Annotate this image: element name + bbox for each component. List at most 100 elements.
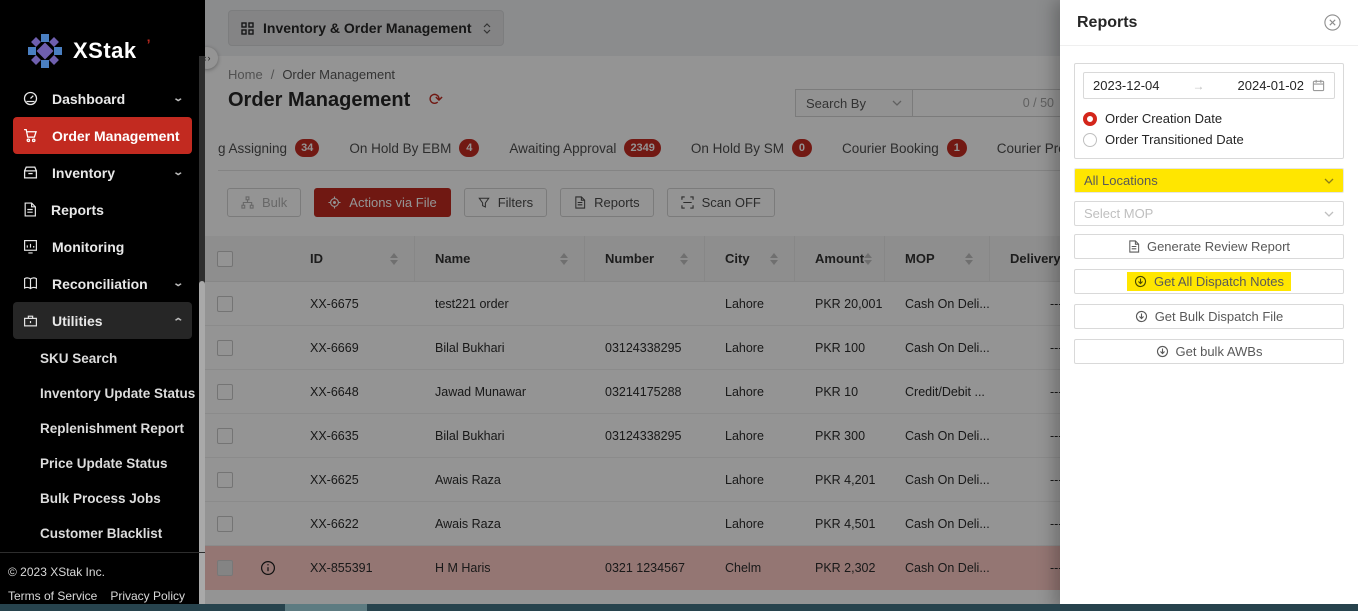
- row-id: XX-6648: [310, 384, 359, 399]
- tab-badge: 0: [791, 139, 812, 157]
- tab-badge: 34: [295, 139, 320, 157]
- column-header-id[interactable]: ID: [290, 236, 415, 281]
- tab-courier-booking[interactable]: Courier Booking 1: [842, 139, 967, 170]
- terms-link[interactable]: Terms of Service: [8, 589, 98, 603]
- sidebar-item-order-management[interactable]: Order Management: [13, 117, 192, 154]
- close-icon[interactable]: [1324, 14, 1341, 31]
- generate-review-report-button[interactable]: Generate Review Report: [1074, 234, 1344, 259]
- tab-on-hold-by-ebm[interactable]: On Hold By EBM 4: [349, 139, 480, 170]
- download-icon: [1156, 345, 1168, 358]
- sort-icon: [864, 252, 873, 265]
- breadcrumb-home[interactable]: Home: [228, 67, 263, 82]
- range-arrow-icon: →: [1192, 78, 1205, 93]
- get-bulk-dispatch-file-button[interactable]: Get Bulk Dispatch File: [1074, 304, 1344, 329]
- radio-unselected-icon: [1083, 132, 1097, 147]
- sidebar-scrollbar-thumb[interactable]: [199, 281, 205, 611]
- breadcrumb-current: Order Management: [282, 67, 396, 82]
- row-delivery-date: ---: [1050, 561, 1063, 575]
- row-checkbox[interactable]: [217, 427, 233, 444]
- row-checkbox[interactable]: [217, 515, 233, 532]
- column-header-amount[interactable]: Amount: [795, 236, 885, 281]
- select-all-checkbox[interactable]: [217, 250, 233, 267]
- sidebar-item-customer-blacklist[interactable]: Customer Blacklist: [40, 526, 163, 541]
- row-delivery-date: ---: [1050, 472, 1063, 487]
- refresh-icon[interactable]: ⟳: [428, 90, 443, 109]
- reports-button[interactable]: Reports: [560, 188, 654, 217]
- column-header-city[interactable]: City: [705, 236, 795, 281]
- drawer-title: Reports: [1077, 13, 1138, 31]
- table-toolbar: Bulk Actions via File Filters Reports Sc…: [227, 188, 1358, 217]
- sidebar-scrollbar[interactable]: [199, 56, 205, 611]
- sidebar-item-price-update-status[interactable]: Price Update Status: [40, 456, 168, 471]
- chevron-down-icon: [1324, 211, 1334, 217]
- sidebar-item-sku-search[interactable]: SKU Search: [40, 351, 118, 366]
- aim-icon: [328, 196, 341, 209]
- sidebar-item-reconciliation[interactable]: Reconciliation ⌄: [13, 265, 192, 302]
- get-bulk-awbs-button[interactable]: Get bulk AWBs: [1074, 339, 1344, 364]
- row-number: 0321 1234567: [605, 561, 685, 575]
- chevron-down-icon: ⌄: [171, 278, 184, 289]
- row-checkbox[interactable]: [217, 560, 233, 576]
- sidebar-item-bulk-process-jobs[interactable]: Bulk Process Jobs: [40, 491, 161, 506]
- logo-mark: ’: [146, 36, 151, 52]
- row-mop: Cash On Deli...: [905, 561, 990, 575]
- sidebar-item-dashboard[interactable]: Dashboard ⌄: [13, 80, 192, 117]
- row-name: Bilal Bukhari: [435, 340, 505, 355]
- bulk-button[interactable]: Bulk: [227, 188, 302, 217]
- date-from[interactable]: 2023-12-04: [1093, 78, 1160, 93]
- mop-select[interactable]: Select MOP: [1074, 201, 1344, 226]
- horizontal-scrollbar[interactable]: [0, 604, 1358, 611]
- sidebar-item-utilities[interactable]: Utilities ⌄: [13, 302, 192, 339]
- horizontal-scrollbar-thumb[interactable]: [285, 604, 367, 611]
- date-range-picker[interactable]: 2023-12-04 → 2024-01-02: [1083, 72, 1335, 99]
- sidebar-item-inventory-update-status[interactable]: Inventory Update Status: [40, 386, 196, 401]
- sidebar-item-reports[interactable]: Reports: [13, 191, 192, 228]
- scan-toggle-button[interactable]: Scan OFF: [666, 188, 775, 217]
- tab-assigning[interactable]: g Assigning 34: [218, 139, 320, 170]
- radio-order-creation-date[interactable]: Order Creation Date: [1083, 108, 1335, 129]
- search-counter: 0 / 50: [1022, 96, 1054, 110]
- filters-button[interactable]: Filters: [463, 188, 548, 217]
- row-checkbox[interactable]: [217, 295, 233, 312]
- privacy-link[interactable]: Privacy Policy: [110, 589, 185, 603]
- caret-updown-icon: [483, 22, 491, 34]
- column-header-mop[interactable]: MOP: [885, 236, 990, 281]
- location-select-value: All Locations: [1084, 173, 1158, 188]
- mop-select-placeholder: Select MOP: [1084, 206, 1154, 221]
- row-mop: Cash On Deli...: [905, 516, 990, 531]
- row-name: Awais Raza: [435, 516, 501, 531]
- bulk-icon: [241, 196, 254, 209]
- tab-awaiting-approval[interactable]: Awaiting Approval 2349: [509, 139, 661, 170]
- inventory-icon: [23, 166, 38, 179]
- sidebar-item-replenishment-report[interactable]: Replenishment Report: [40, 421, 185, 436]
- get-all-dispatch-notes-button[interactable]: Get All Dispatch Notes: [1074, 269, 1344, 294]
- sort-icon: [560, 252, 568, 265]
- row-city: Lahore: [725, 384, 764, 399]
- search-input[interactable]: 0 / 50: [913, 89, 1065, 117]
- location-select[interactable]: All Locations: [1074, 168, 1344, 193]
- row-name: Bilal Bukhari: [435, 428, 505, 443]
- column-header-number[interactable]: Number: [585, 236, 705, 281]
- radio-order-transitioned-date[interactable]: Order Transitioned Date: [1083, 129, 1335, 150]
- actions-via-file-button[interactable]: Actions via File: [314, 188, 451, 217]
- row-city: Lahore: [725, 296, 764, 311]
- row-amount: PKR 4,501: [815, 516, 876, 531]
- app-switcher[interactable]: Inventory & Order Management: [228, 10, 504, 46]
- sidebar-item-monitoring[interactable]: Monitoring: [13, 228, 192, 265]
- row-amount: PKR 4,201: [815, 472, 876, 487]
- date-to[interactable]: 2024-01-02: [1237, 78, 1305, 93]
- calendar-icon: [1312, 79, 1325, 92]
- utilities-icon: [24, 315, 37, 327]
- sidebar-item-inventory[interactable]: Inventory ⌄: [13, 154, 192, 191]
- info-icon[interactable]: [245, 560, 290, 576]
- breadcrumb: Home / Order Management: [205, 56, 1358, 82]
- row-checkbox[interactable]: [217, 383, 233, 400]
- row-checkbox[interactable]: [217, 339, 233, 356]
- search-by-select[interactable]: Search By: [795, 89, 913, 117]
- column-header-name[interactable]: Name: [415, 236, 585, 281]
- row-checkbox[interactable]: [217, 471, 233, 488]
- app-switcher-label: Inventory & Order Management: [263, 20, 472, 36]
- row-name: H M Haris: [435, 561, 491, 575]
- row-city: Lahore: [725, 340, 764, 355]
- tab-on-hold-by-sm[interactable]: On Hold By SM 0: [691, 139, 812, 170]
